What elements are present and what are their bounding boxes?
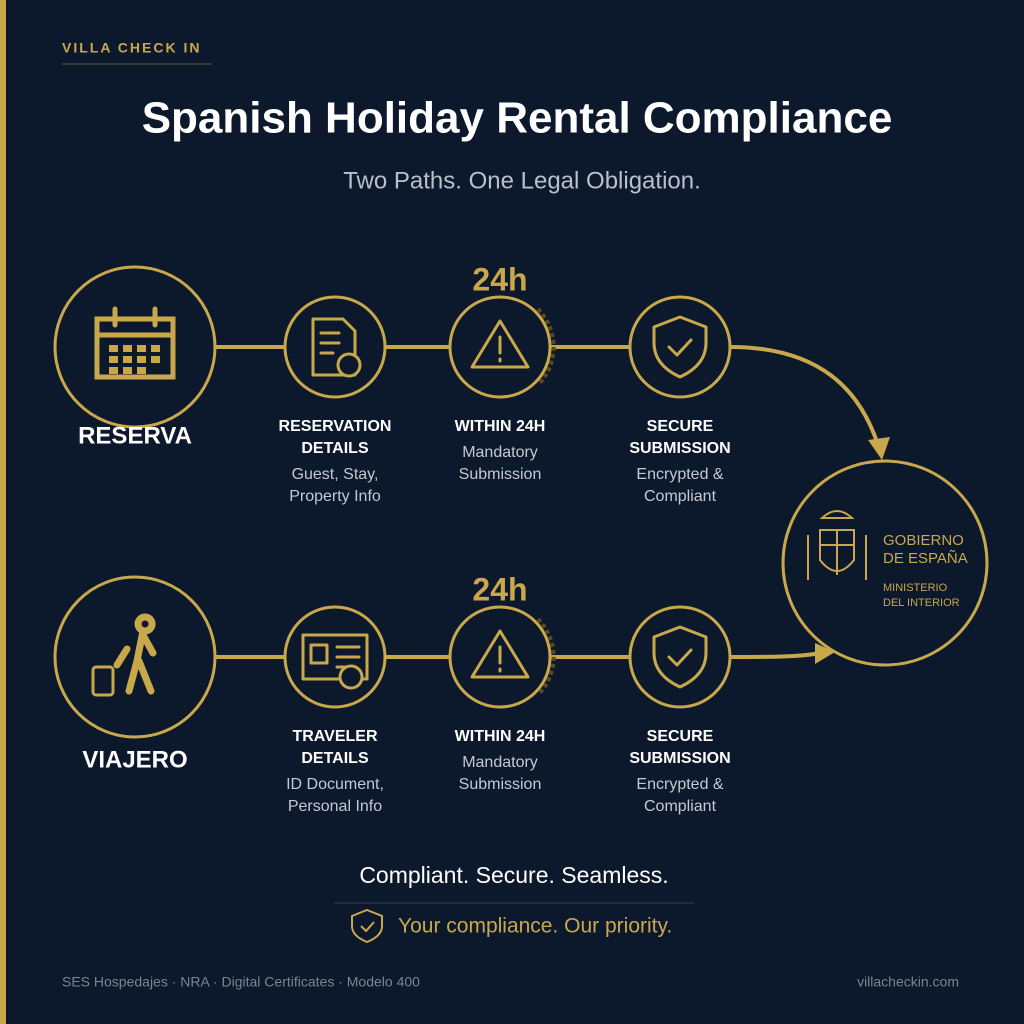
timer-arc — [536, 307, 556, 387]
step-desc: Submission — [459, 776, 542, 793]
step-title: DETAILS — [301, 440, 369, 457]
destination-dept: DEL INTERIOR — [883, 597, 960, 609]
destination-circle — [781, 459, 989, 667]
step-desc: Compliant — [644, 488, 717, 505]
paths: RESERVA 24h RESERVATION DETAILS Guest, Stay,… — [53, 261, 890, 815]
step-icon — [652, 315, 708, 379]
step-desc: Submission — [459, 466, 542, 483]
step-badge — [338, 664, 364, 690]
step-title: WITHIN 24H — [455, 418, 546, 435]
calendar-cell — [137, 367, 146, 374]
step-title: TRAVELER — [292, 728, 377, 745]
step-circle — [283, 295, 387, 399]
tagline: Compliant. Secure. Seamless. — [359, 862, 668, 888]
timer: 24h — [472, 261, 527, 297]
destination: GOBIERNO DE ESPAÑA MINISTERIO DEL INTERI… — [781, 459, 989, 667]
step-badge — [336, 352, 362, 378]
step-desc: Compliant — [644, 798, 717, 815]
footer-right: villacheckin.com — [857, 974, 959, 990]
calendar-cell — [109, 356, 118, 363]
calendar-cell — [137, 345, 146, 352]
path-label: VIAJERO — [82, 746, 187, 773]
step-desc: Mandatory — [462, 754, 538, 771]
coat-of-arms — [807, 510, 867, 580]
accent-bar — [0, 0, 6, 1024]
step-title: SECURE — [647, 418, 714, 435]
path-icon — [94, 306, 176, 380]
calendar-cell — [109, 367, 118, 374]
timer-arc — [536, 617, 556, 697]
shield-icon — [351, 908, 383, 944]
path-circle — [53, 265, 217, 429]
promise: Your compliance. Our priority. — [398, 915, 672, 938]
step-desc: ID Document, — [286, 776, 384, 793]
path-icon — [113, 613, 157, 695]
connector — [729, 651, 821, 659]
footer-left: SES Hospedajes · NRA · Digital Certifica… — [62, 974, 420, 990]
title: Spanish Holiday Rental Compliance — [142, 94, 893, 143]
step-desc: Guest, Stay, — [292, 466, 379, 483]
step-desc: Property Info — [289, 488, 381, 505]
destination-name: GOBIERNO — [883, 532, 964, 549]
step-desc: Mandatory — [462, 444, 538, 461]
calendar-cell — [137, 356, 146, 363]
step-title: SUBMISSION — [629, 440, 730, 457]
calendar-cell — [123, 367, 132, 374]
step-title: SECURE — [647, 728, 714, 745]
arrowhead — [815, 643, 835, 664]
step-desc: Encrypted & — [636, 776, 723, 793]
step-icon — [301, 633, 369, 681]
calendar-cell — [151, 356, 160, 363]
suitcase — [91, 665, 115, 697]
subtitle: Two Paths. One Legal Obligation. — [343, 167, 701, 194]
step-icon — [652, 625, 708, 689]
destination-name: DE ESPAÑA — [883, 550, 968, 567]
destination-dept: MINISTERIO — [883, 582, 948, 594]
calendar-cell — [123, 356, 132, 363]
brand: VILLA CHECK IN — [62, 40, 201, 56]
step-title: DETAILS — [301, 750, 369, 767]
step-circle — [283, 605, 387, 709]
connector — [729, 345, 880, 446]
path-label: RESERVA — [78, 422, 192, 449]
timer: 24h — [472, 571, 527, 607]
arrowhead — [868, 437, 890, 460]
calendar-cell — [109, 345, 118, 352]
step-title: RESERVATION — [279, 418, 392, 435]
step-title: SUBMISSION — [629, 750, 730, 767]
calendar-cell — [123, 345, 132, 352]
step-icon — [470, 319, 530, 369]
step-circle — [628, 295, 732, 399]
step-icon — [311, 317, 357, 377]
step-desc: Personal Info — [288, 798, 382, 815]
calendar-cell — [151, 345, 160, 352]
step-title: WITHIN 24H — [455, 728, 546, 745]
step-circle — [628, 605, 732, 709]
step-icon — [470, 629, 530, 679]
step-desc: Encrypted & — [636, 466, 723, 483]
